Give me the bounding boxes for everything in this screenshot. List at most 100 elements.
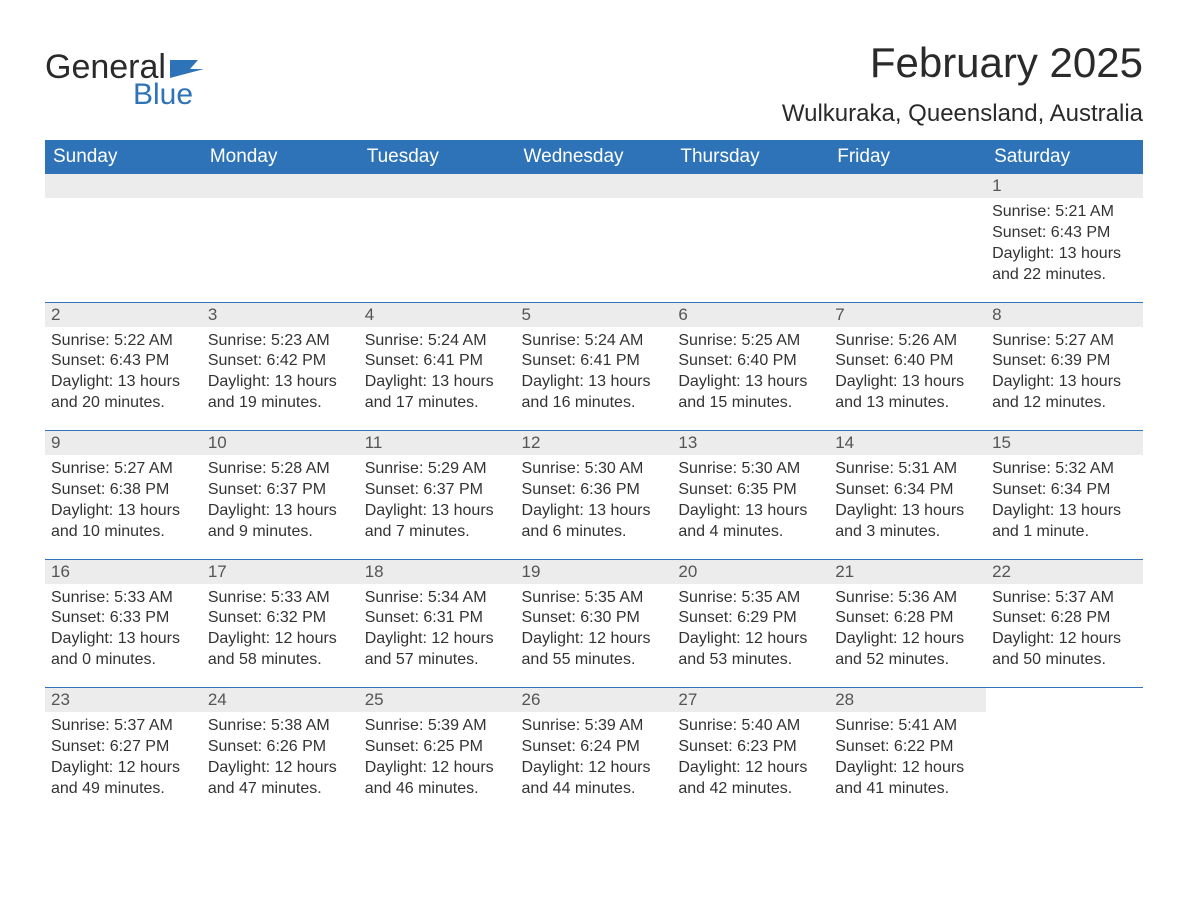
- calendar-day-cell: 20Sunrise: 5:35 AMSunset: 6:29 PMDayligh…: [672, 560, 829, 688]
- day-number: 27: [672, 688, 829, 712]
- sunrise-line: Sunrise: 5:24 AM: [522, 331, 667, 352]
- day-details: Sunrise: 5:28 AMSunset: 6:37 PMDaylight:…: [202, 455, 359, 548]
- daylight-line: Daylight: 13 hours and 1 minute.: [992, 501, 1137, 543]
- day-details: Sunrise: 5:32 AMSunset: 6:34 PMDaylight:…: [986, 455, 1143, 548]
- weekday-header: Thursday: [672, 140, 829, 174]
- month-title: February 2025: [782, 40, 1143, 86]
- calendar-day-cell: 9Sunrise: 5:27 AMSunset: 6:38 PMDaylight…: [45, 431, 202, 559]
- calendar-day-cell: 12Sunrise: 5:30 AMSunset: 6:36 PMDayligh…: [516, 431, 673, 559]
- weekday-header: Sunday: [45, 140, 202, 174]
- daylight-line: Daylight: 13 hours and 9 minutes.: [208, 501, 353, 543]
- sunrise-line: Sunrise: 5:35 AM: [678, 588, 823, 609]
- day-number: 5: [516, 303, 673, 327]
- daylight-line: Daylight: 12 hours and 41 minutes.: [835, 758, 980, 800]
- calendar-week: 23Sunrise: 5:37 AMSunset: 6:27 PMDayligh…: [45, 688, 1143, 816]
- sunrise-line: Sunrise: 5:36 AM: [835, 588, 980, 609]
- day-number: 17: [202, 560, 359, 584]
- empty-day-header: [516, 174, 673, 198]
- sunrise-line: Sunrise: 5:32 AM: [992, 459, 1137, 480]
- sunset-line: Sunset: 6:28 PM: [992, 608, 1137, 629]
- empty-day-header: [45, 174, 202, 198]
- sunrise-line: Sunrise: 5:23 AM: [208, 331, 353, 352]
- calendar-table: SundayMondayTuesdayWednesdayThursdayFrid…: [45, 140, 1143, 816]
- day-number: 15: [986, 431, 1143, 455]
- calendar-day-cell: [829, 174, 986, 302]
- daylight-line: Daylight: 12 hours and 47 minutes.: [208, 758, 353, 800]
- weekday-header: Monday: [202, 140, 359, 174]
- title-block: February 2025 Wulkuraka, Queensland, Aus…: [782, 40, 1143, 138]
- day-details: Sunrise: 5:33 AMSunset: 6:32 PMDaylight:…: [202, 584, 359, 677]
- sunrise-line: Sunrise: 5:27 AM: [51, 459, 196, 480]
- sunset-line: Sunset: 6:24 PM: [522, 737, 667, 758]
- day-number: 26: [516, 688, 673, 712]
- calendar-day-cell: 2Sunrise: 5:22 AMSunset: 6:43 PMDaylight…: [45, 303, 202, 431]
- day-details: Sunrise: 5:36 AMSunset: 6:28 PMDaylight:…: [829, 584, 986, 677]
- sunset-line: Sunset: 6:28 PM: [835, 608, 980, 629]
- sunrise-line: Sunrise: 5:24 AM: [365, 331, 510, 352]
- day-details: Sunrise: 5:29 AMSunset: 6:37 PMDaylight:…: [359, 455, 516, 548]
- calendar-day-cell: [986, 688, 1143, 816]
- sunset-line: Sunset: 6:26 PM: [208, 737, 353, 758]
- day-number: 12: [516, 431, 673, 455]
- day-number: 22: [986, 560, 1143, 584]
- calendar-day-cell: 27Sunrise: 5:40 AMSunset: 6:23 PMDayligh…: [672, 688, 829, 816]
- brand-logo: General Blue: [45, 40, 204, 110]
- daylight-line: Daylight: 12 hours and 58 minutes.: [208, 629, 353, 671]
- sunset-line: Sunset: 6:31 PM: [365, 608, 510, 629]
- sunset-line: Sunset: 6:35 PM: [678, 480, 823, 501]
- daylight-line: Daylight: 13 hours and 6 minutes.: [522, 501, 667, 543]
- day-details: Sunrise: 5:35 AMSunset: 6:30 PMDaylight:…: [516, 584, 673, 677]
- day-number: 9: [45, 431, 202, 455]
- calendar-day-cell: 4Sunrise: 5:24 AMSunset: 6:41 PMDaylight…: [359, 303, 516, 431]
- sunset-line: Sunset: 6:41 PM: [365, 351, 510, 372]
- empty-day-header: [359, 174, 516, 198]
- day-details: Sunrise: 5:33 AMSunset: 6:33 PMDaylight:…: [45, 584, 202, 677]
- calendar-day-cell: 15Sunrise: 5:32 AMSunset: 6:34 PMDayligh…: [986, 431, 1143, 559]
- calendar-day-cell: 7Sunrise: 5:26 AMSunset: 6:40 PMDaylight…: [829, 303, 986, 431]
- sunset-line: Sunset: 6:39 PM: [992, 351, 1137, 372]
- daylight-line: Daylight: 12 hours and 50 minutes.: [992, 629, 1137, 671]
- day-number: 24: [202, 688, 359, 712]
- sunset-line: Sunset: 6:43 PM: [51, 351, 196, 372]
- calendar-day-cell: 21Sunrise: 5:36 AMSunset: 6:28 PMDayligh…: [829, 560, 986, 688]
- day-number: 2: [45, 303, 202, 327]
- sunset-line: Sunset: 6:33 PM: [51, 608, 196, 629]
- daylight-line: Daylight: 13 hours and 20 minutes.: [51, 372, 196, 414]
- calendar-day-cell: [672, 174, 829, 302]
- day-details: Sunrise: 5:26 AMSunset: 6:40 PMDaylight:…: [829, 327, 986, 420]
- calendar-day-cell: 16Sunrise: 5:33 AMSunset: 6:33 PMDayligh…: [45, 560, 202, 688]
- calendar-day-cell: 26 Sunrise: 5:39 AMSunset: 6:24 PMDayligh…: [516, 688, 673, 816]
- calendar-day-cell: 17Sunrise: 5:33 AMSunset: 6:32 PMDayligh…: [202, 560, 359, 688]
- daylight-line: Daylight: 12 hours and 42 minutes.: [678, 758, 823, 800]
- day-number: 10: [202, 431, 359, 455]
- day-details: Sunrise: 5:31 AMSunset: 6:34 PMDaylight:…: [829, 455, 986, 548]
- calendar-day-cell: [516, 174, 673, 302]
- day-details: Sunrise: 5:23 AMSunset: 6:42 PMDaylight:…: [202, 327, 359, 420]
- day-details: Sunrise: 5:30 AMSunset: 6:36 PMDaylight:…: [516, 455, 673, 548]
- sunrise-line: Sunrise: 5:27 AM: [992, 331, 1137, 352]
- weekday-header: Friday: [829, 140, 986, 174]
- sunset-line: Sunset: 6:29 PM: [678, 608, 823, 629]
- calendar-day-cell: 28Sunrise: 5:41 AMSunset: 6:22 PMDayligh…: [829, 688, 986, 816]
- day-number: 23: [45, 688, 202, 712]
- daylight-line: Daylight: 13 hours and 16 minutes.: [522, 372, 667, 414]
- sunset-line: Sunset: 6:34 PM: [835, 480, 980, 501]
- day-details: Sunrise: 5:39 AMSunset: 6:25 PMDaylight:…: [359, 712, 516, 805]
- daylight-line: Daylight: 12 hours and 57 minutes.: [365, 629, 510, 671]
- daylight-line: Daylight: 13 hours and 7 minutes.: [365, 501, 510, 543]
- sunrise-line: Sunrise: 5:39 AM: [522, 716, 667, 737]
- day-number: 11: [359, 431, 516, 455]
- sunrise-line: Sunrise: 5:31 AM: [835, 459, 980, 480]
- weekday-header: Tuesday: [359, 140, 516, 174]
- sunrise-line: Sunrise: 5:26 AM: [835, 331, 980, 352]
- daylight-line: Daylight: 12 hours and 55 minutes.: [522, 629, 667, 671]
- daylight-line: Daylight: 12 hours and 44 minutes.: [522, 758, 667, 800]
- day-number: 4: [359, 303, 516, 327]
- sunset-line: Sunset: 6:27 PM: [51, 737, 196, 758]
- calendar-day-cell: 19Sunrise: 5:35 AMSunset: 6:30 PMDayligh…: [516, 560, 673, 688]
- sunset-line: Sunset: 6:25 PM: [365, 737, 510, 758]
- calendar-day-cell: [45, 174, 202, 302]
- weekday-header: Wednesday: [516, 140, 673, 174]
- calendar-day-cell: 6Sunrise: 5:25 AMSunset: 6:40 PMDaylight…: [672, 303, 829, 431]
- daylight-line: Daylight: 12 hours and 52 minutes.: [835, 629, 980, 671]
